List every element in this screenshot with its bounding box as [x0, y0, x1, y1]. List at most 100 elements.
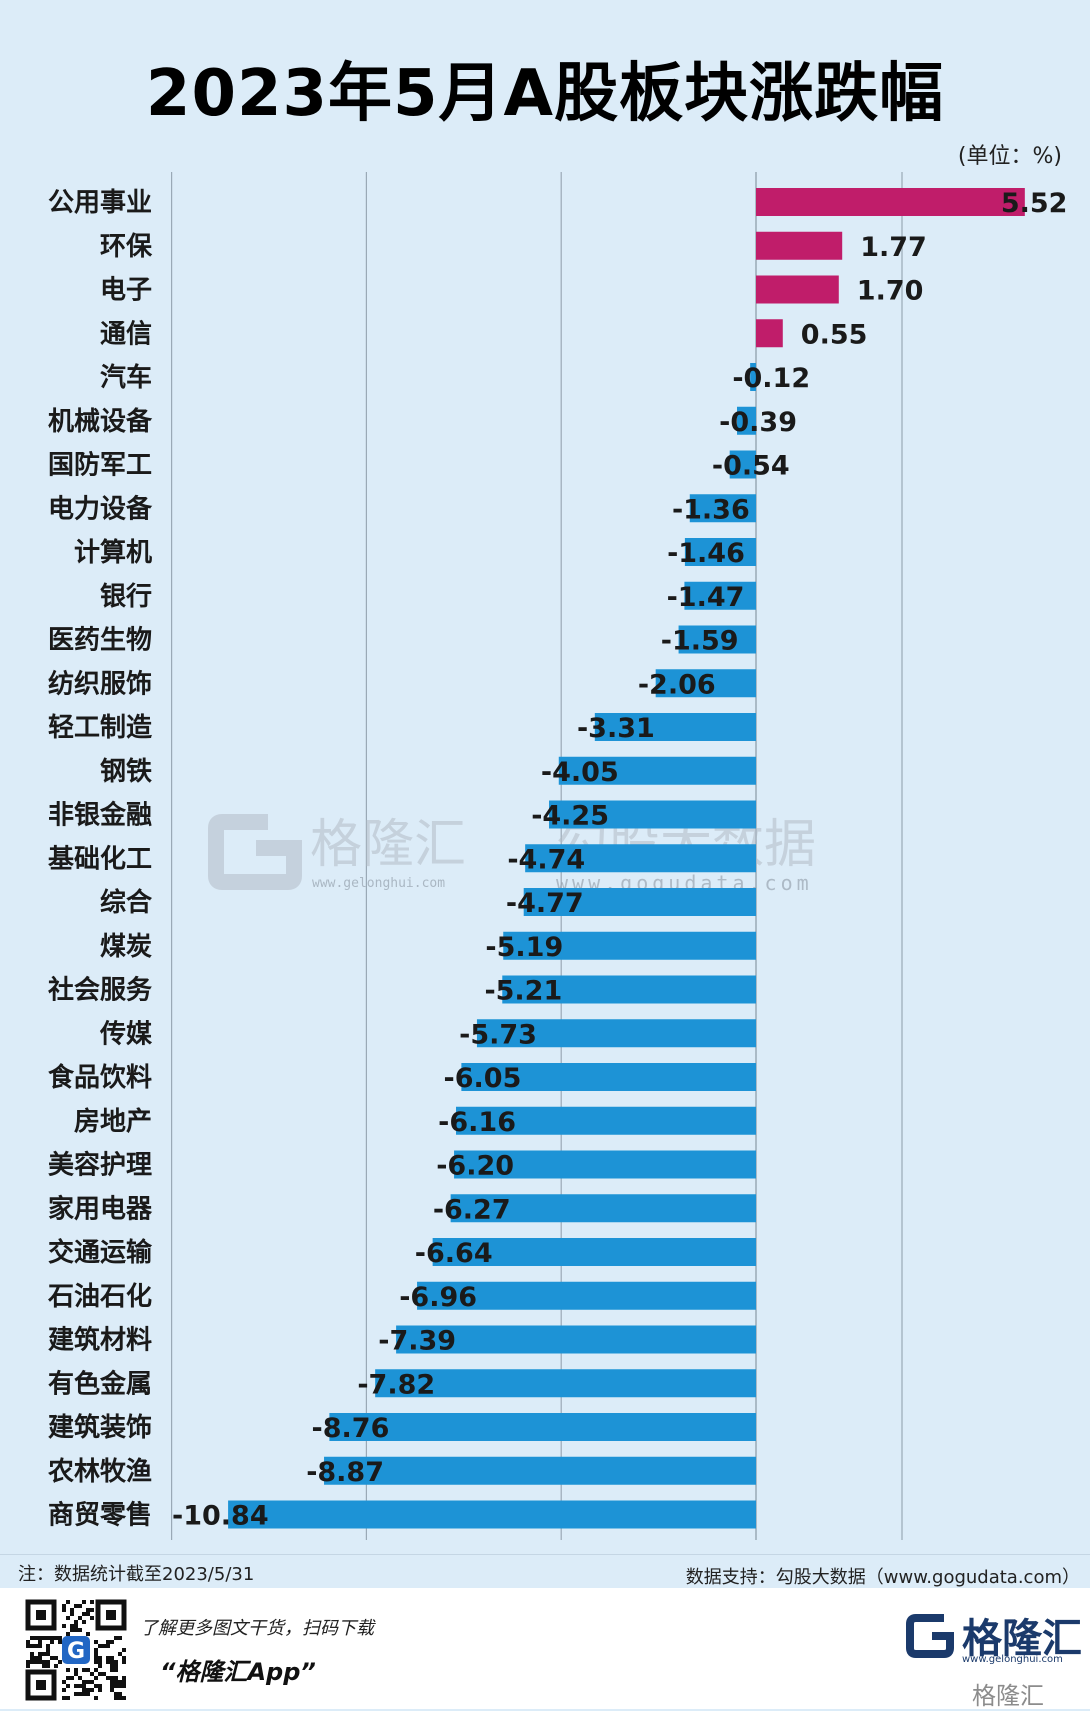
- bar: [476, 1019, 756, 1048]
- bar: [678, 625, 756, 654]
- category-label: 钢铁: [100, 756, 152, 787]
- category-label: 电子: [100, 276, 152, 306]
- qr-center-label: G: [67, 1639, 85, 1664]
- bar: [523, 888, 756, 916]
- watermark-brand-url: www.gelonghui.com: [312, 876, 445, 891]
- category-label: 商贸零售: [48, 1500, 152, 1531]
- value-label: -6.20: [436, 1151, 514, 1182]
- value-label: 1.70: [857, 276, 924, 307]
- value-label: 1.77: [860, 232, 927, 263]
- bar: [729, 450, 756, 479]
- value-label: -1.46: [667, 538, 745, 569]
- bar: [417, 1281, 756, 1310]
- value-label: -4.77: [506, 888, 584, 919]
- value-label: -8.76: [312, 1413, 390, 1444]
- footer-brand-url: www.gelonghui.com: [962, 1654, 1063, 1665]
- bar: [456, 1106, 756, 1135]
- bar: [228, 1500, 757, 1529]
- category-label: 家用电器: [48, 1193, 153, 1224]
- bar: [737, 406, 756, 435]
- category-labels: 公用事业环保电子通信汽车机械设备国防军工电力设备计算机银行医药生物纺织服饰轻工制…: [47, 188, 153, 1531]
- category-label: 美容护理: [48, 1150, 152, 1181]
- value-label: -10.84: [172, 1501, 269, 1532]
- value-label: -1.36: [672, 494, 750, 525]
- category-label: 房地产: [74, 1107, 152, 1137]
- value-label: -0.54: [712, 451, 790, 482]
- value-label: -6.96: [399, 1282, 477, 1313]
- value-label: -6.27: [433, 1194, 511, 1225]
- category-label: 基础化工: [48, 844, 152, 874]
- bar: [549, 800, 756, 829]
- value-label: -0.39: [719, 407, 797, 438]
- value-label: -7.39: [378, 1326, 456, 1357]
- value-label: -0.12: [732, 363, 810, 394]
- value-label: -6.16: [438, 1107, 516, 1138]
- bar: [525, 844, 756, 873]
- category-label: 环保: [100, 232, 153, 262]
- category-label: 社会服务: [48, 975, 152, 1006]
- value-label: 5.52: [1001, 188, 1068, 219]
- corner-brand-mark: 格隆汇: [972, 1682, 1044, 1710]
- category-label: 建筑材料: [48, 1325, 152, 1356]
- bar: [329, 1413, 756, 1441]
- bar: [396, 1325, 756, 1354]
- category-label: 通信: [100, 319, 152, 349]
- gelonghui-logo-icon: [906, 1614, 954, 1658]
- bar: [655, 669, 756, 698]
- data-note: 注：数据统计截至2023/5/31: [18, 1564, 255, 1585]
- value-label: -4.05: [541, 757, 619, 788]
- bar: [375, 1369, 756, 1398]
- value-label: -5.19: [485, 932, 563, 963]
- category-label: 食品饮料: [48, 1062, 152, 1093]
- chart-title: 2023年5月A股板块涨跌幅: [145, 57, 945, 131]
- category-label: 非银金融: [48, 800, 152, 831]
- category-label: 煤炭: [100, 932, 152, 962]
- bar: [432, 1238, 756, 1266]
- value-label: 0.55: [801, 319, 868, 350]
- value-labels: 5.52 1.77 1.70 0.55 -0.12 -0.39 -0.54 -1.36 -1.4…: [172, 188, 1067, 1532]
- bar: [454, 1150, 756, 1179]
- watermark-brand: 格隆汇: [310, 815, 466, 875]
- unit-label: (单位：%): [957, 144, 1062, 169]
- value-label: -6.64: [415, 1238, 493, 1269]
- category-label: 医药生物: [48, 626, 152, 656]
- value-label: -8.87: [306, 1457, 384, 1488]
- bar: [324, 1456, 756, 1485]
- footer-slogan: 了解更多图文干货，扫码下载: [140, 1618, 374, 1639]
- bar: [502, 975, 756, 1004]
- category-label: 建筑装饰: [48, 1412, 152, 1443]
- category-label: 计算机: [74, 537, 152, 568]
- category-label: 电力设备: [48, 494, 153, 524]
- value-label: -1.59: [661, 626, 739, 657]
- bar: [558, 756, 756, 785]
- category-label: 传媒: [99, 1019, 153, 1049]
- category-label: 银行: [100, 581, 152, 612]
- category-label: 国防军工: [48, 451, 152, 481]
- data-source: 数据支持：勾股大数据（www.gogudata.com）: [685, 1567, 1080, 1588]
- footer-app-name[interactable]: “格隆汇App”: [160, 1658, 316, 1686]
- category-label: 汽车: [100, 362, 152, 393]
- category-label: 轻工制造: [48, 713, 152, 743]
- value-label: -6.05: [444, 1063, 522, 1094]
- bar: [503, 931, 756, 960]
- bar: [756, 188, 1025, 216]
- value-label: -5.73: [459, 1019, 537, 1050]
- value-label: -4.25: [531, 801, 609, 832]
- value-label: -7.82: [357, 1369, 435, 1400]
- value-label: -1.47: [667, 582, 745, 613]
- bar: [594, 713, 756, 741]
- value-label: -4.74: [507, 844, 585, 875]
- bar-chart: 格隆汇 www.gelonghui.com 勾股大数据 www.gogudata…: [47, 172, 1067, 1540]
- category-label: 农林牧渔: [47, 1457, 152, 1487]
- bar: [684, 538, 756, 566]
- category-label: 石油石化: [47, 1282, 152, 1312]
- gelonghui-watermark-logo-icon: [208, 814, 302, 890]
- category-label: 综合: [100, 887, 153, 918]
- category-label: 机械设备: [48, 407, 153, 437]
- value-label: -3.31: [577, 713, 655, 744]
- category-label: 有色金属: [48, 1368, 152, 1399]
- category-label: 公用事业: [48, 188, 152, 218]
- footer-brand-name: 格隆汇: [962, 1616, 1082, 1662]
- category-label: 交通运输: [48, 1237, 153, 1268]
- qr-code-icon[interactable]: G: [24, 1598, 128, 1702]
